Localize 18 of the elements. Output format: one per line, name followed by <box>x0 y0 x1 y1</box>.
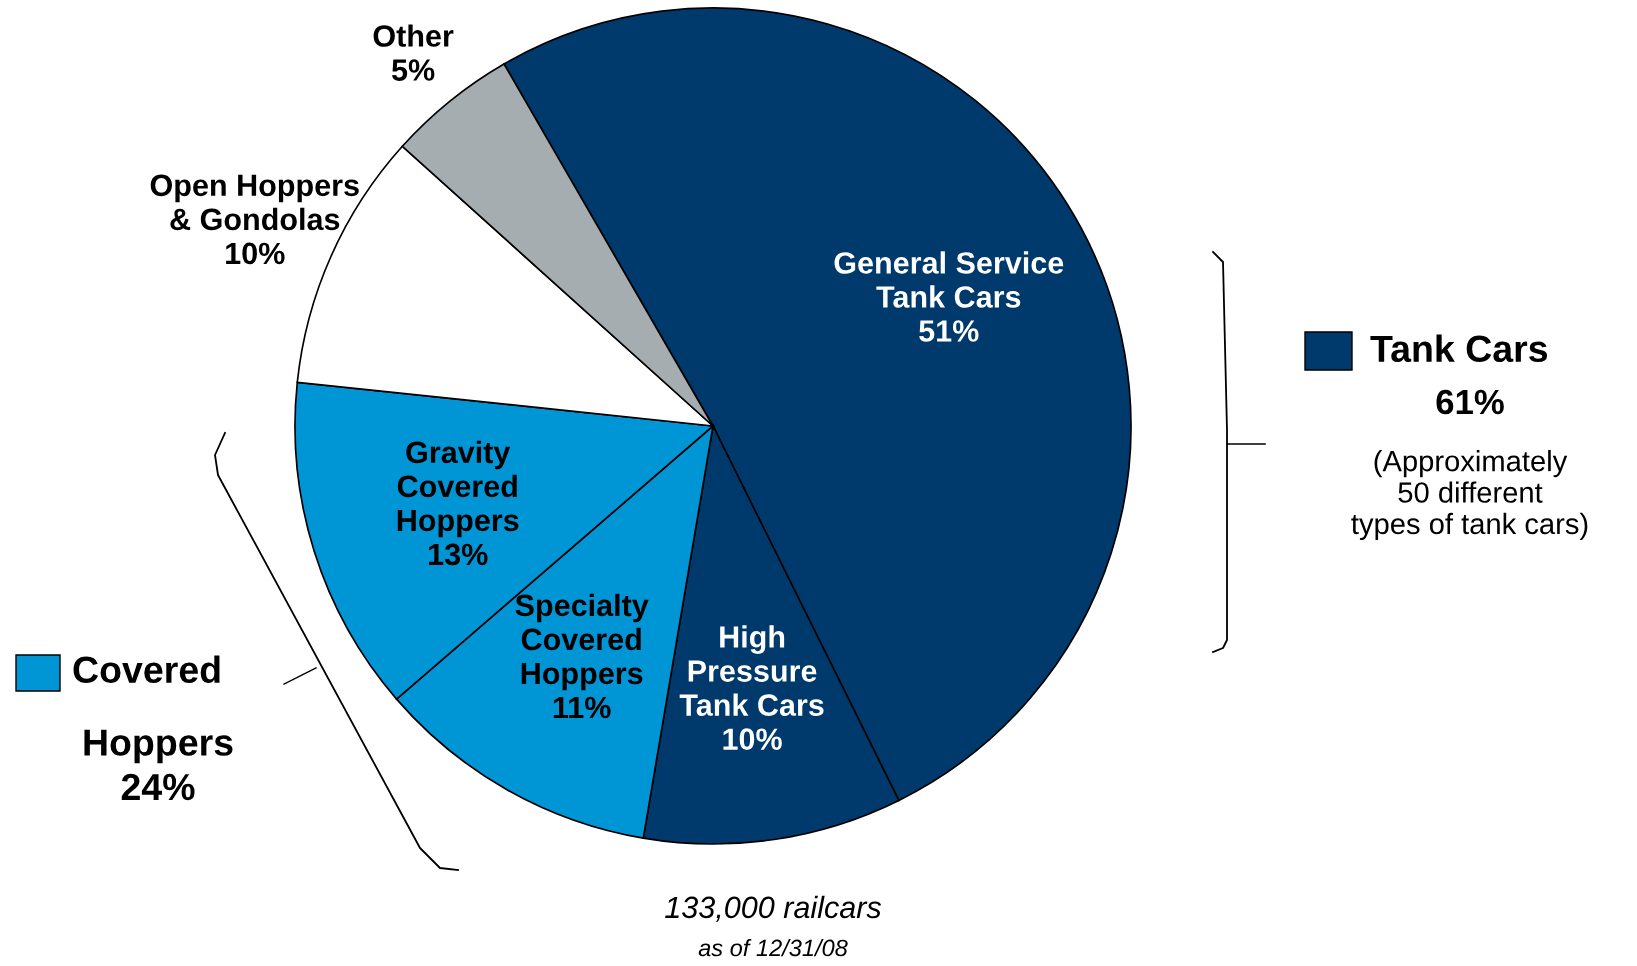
slice-label: Specialty Covered Hoppers <box>515 593 649 691</box>
data-label: 5% <box>391 59 435 81</box>
data-label: 10% <box>226 242 285 265</box>
text: 133,000 railcars <box>665 895 882 922</box>
slice-label: Other <box>373 24 454 47</box>
data-label: 11% <box>553 696 611 719</box>
text: (Approximately 50 different types of tank cars) <box>1351 449 1588 541</box>
data-label: 13% <box>429 543 488 566</box>
text: Tank Cars <box>1370 334 1548 363</box>
data-label: 51% <box>919 320 979 342</box>
slice-label: General Service Tank Cars <box>834 251 1064 308</box>
text: 61% <box>1436 389 1504 415</box>
text: as of 12/31/08 <box>698 938 848 957</box>
data-label: 10% <box>723 728 782 750</box>
slice-label: Gravity Covered Hoppers <box>397 440 519 538</box>
text: Covered Hoppers 24% <box>73 655 233 801</box>
slice-label: High Pressure Tank Cars <box>679 625 824 716</box>
slice-label: Open Hoppers & Gondolas <box>150 174 359 231</box>
